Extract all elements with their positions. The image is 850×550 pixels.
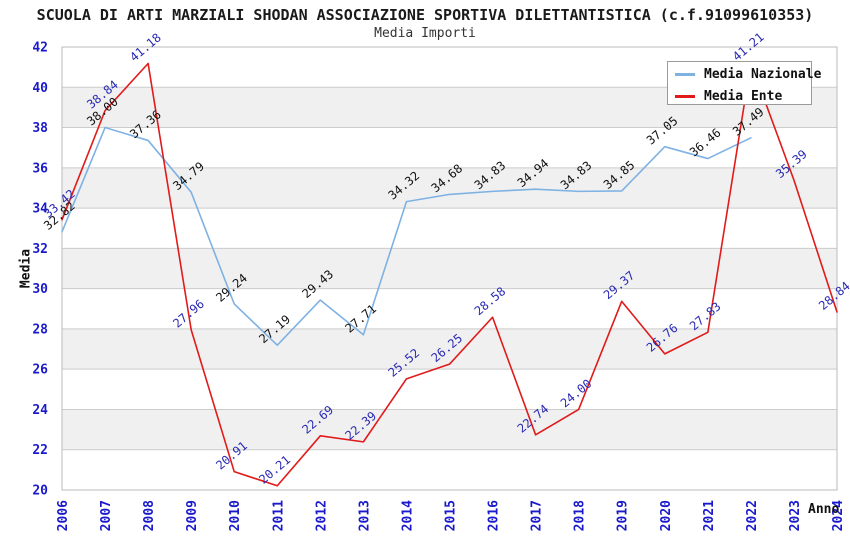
x-tick-label: 2014 [400, 500, 415, 531]
x-tick-label: 2017 [530, 500, 545, 531]
plot-band [62, 328, 837, 370]
y-tick-label: 28 [32, 322, 48, 337]
x-tick-label: 2018 [573, 500, 588, 531]
x-tick-label: 2006 [56, 500, 71, 531]
chart-subtitle: Media Importi [374, 26, 476, 41]
y-axis-title: Media [18, 248, 34, 289]
plot-band [62, 409, 837, 450]
x-axis-title: Anno [808, 502, 840, 517]
y-tick-label: 34 [32, 202, 48, 217]
x-tick-label: 2011 [271, 500, 286, 531]
x-tick-label: 2013 [357, 500, 372, 531]
y-tick-label: 36 [32, 161, 48, 176]
chart-title: SCUOLA DI ARTI MARZIALI SHODAN ASSOCIAZI… [36, 6, 814, 24]
x-tick-label: 2009 [185, 500, 200, 531]
plot-border [61, 46, 838, 491]
y-tick-label: 30 [32, 282, 48, 297]
x-tick-label: 2024 [831, 500, 846, 531]
y-tick-label: 22 [32, 443, 48, 458]
x-tick-label: 2021 [702, 500, 717, 531]
x-tick-label: 2010 [228, 500, 243, 531]
legend-label: Media Nazionale [704, 66, 822, 82]
x-tick-label: 2019 [616, 500, 631, 531]
y-tick-label: 32 [32, 242, 48, 257]
x-tick-label: 2012 [314, 500, 329, 531]
x-tick-label: 2008 [142, 500, 157, 531]
plot-band [62, 248, 837, 289]
y-tick-label: 42 [32, 41, 48, 56]
series-line-media-ente [61, 62, 838, 487]
y-tick-label: 40 [32, 81, 48, 96]
legend-label: Media Ente [704, 88, 783, 104]
series-line-media-nazionale [61, 126, 752, 347]
y-tick-label: 38 [32, 121, 48, 136]
point-label: 24.00 [558, 376, 595, 410]
point-label: 20.21 [256, 453, 293, 487]
x-tick-label: 2020 [659, 500, 674, 531]
legend-line-sample-red [675, 94, 695, 98]
x-tick-label: 2023 [788, 500, 803, 531]
x-tick-label: 2015 [444, 500, 459, 531]
x-tick-label: 2007 [99, 500, 114, 531]
y-tick-label: 20 [32, 484, 48, 499]
legend-item-media-nazionale: Media Nazionale [668, 64, 821, 84]
point-label: 27.96 [170, 297, 207, 331]
x-tick-label: 2016 [487, 500, 502, 531]
y-tick-label: 24 [32, 403, 48, 418]
plot-band [62, 167, 837, 209]
legend: Media Nazionale Media Ente [667, 61, 821, 106]
y-tick-label: 26 [32, 363, 48, 378]
legend-line-sample-blue [675, 72, 695, 76]
x-tick-label: 2022 [745, 500, 760, 531]
point-label: 28.58 [472, 284, 509, 318]
legend-item-media-ente: Media Ente [668, 86, 811, 106]
point-label: 27.83 [687, 299, 724, 333]
